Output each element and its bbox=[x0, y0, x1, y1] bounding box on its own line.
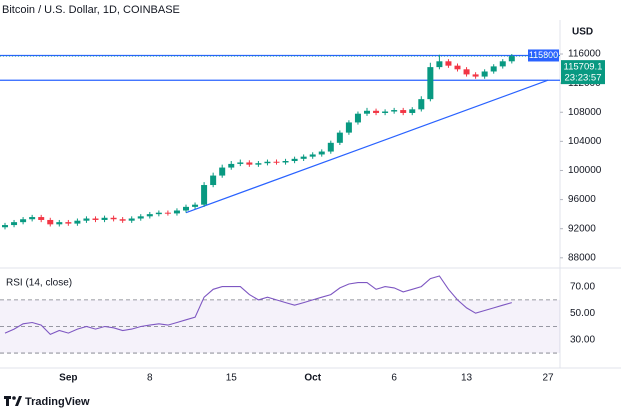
candle-body bbox=[354, 113, 361, 123]
candle-body bbox=[56, 222, 63, 225]
brand-logo bbox=[4, 396, 22, 406]
x-tick-label: 27 bbox=[542, 373, 554, 384]
candle-body bbox=[246, 162, 253, 165]
candle-body bbox=[345, 122, 352, 133]
chart-title: Bitcoin / U.S. Dollar, 1D, COINBASE bbox=[2, 4, 180, 16]
candle-body bbox=[427, 67, 434, 100]
candle-body bbox=[74, 220, 81, 224]
candle-body bbox=[219, 167, 226, 176]
candle-body bbox=[128, 218, 135, 221]
candle-body bbox=[201, 185, 208, 205]
rsi-tick-label: 70.00 bbox=[570, 282, 595, 293]
x-tick-label: 13 bbox=[461, 373, 473, 384]
candle-body bbox=[318, 151, 325, 155]
currency-label: USD bbox=[572, 27, 593, 38]
candle-body bbox=[282, 161, 289, 163]
candle-body bbox=[11, 222, 18, 226]
x-tick-label: Oct bbox=[304, 373, 321, 384]
candle-body bbox=[155, 212, 162, 215]
candle-body bbox=[445, 61, 452, 66]
candle-body bbox=[38, 217, 45, 220]
candle-body bbox=[110, 217, 117, 220]
candle-body bbox=[264, 161, 271, 164]
candle-body bbox=[309, 154, 316, 157]
y-tick-label: 96000 bbox=[568, 194, 596, 205]
brand: TradingView bbox=[25, 396, 90, 408]
x-tick-label: 8 bbox=[147, 373, 153, 384]
candle-body bbox=[20, 219, 27, 223]
candle-body bbox=[472, 74, 479, 77]
candle-body bbox=[65, 222, 72, 224]
countdown-label: 23:23:57 bbox=[565, 73, 602, 84]
y-tick-label: 88000 bbox=[568, 252, 596, 263]
candle-body bbox=[183, 206, 189, 211]
candle-body bbox=[47, 219, 54, 225]
candle-body bbox=[228, 163, 235, 168]
last-price-tag bbox=[561, 60, 605, 85]
candle-body bbox=[101, 217, 108, 220]
candle-body bbox=[400, 110, 407, 113]
y-tick-label: 104000 bbox=[568, 136, 602, 147]
candle-body bbox=[373, 110, 380, 113]
rsi-tick-label: 50.00 bbox=[570, 308, 595, 319]
x-tick-label: 15 bbox=[226, 373, 238, 384]
candle-body bbox=[336, 132, 343, 143]
trendline bbox=[185, 79, 549, 214]
candle-body bbox=[481, 71, 488, 77]
candle-body bbox=[508, 56, 515, 62]
candle-body bbox=[173, 210, 180, 214]
candle-body bbox=[273, 161, 280, 163]
candle-body bbox=[2, 225, 8, 228]
candle-body bbox=[454, 65, 461, 70]
rsi-title: RSI (14, close) bbox=[6, 278, 72, 289]
candle-body bbox=[119, 219, 126, 221]
rsi-line bbox=[4, 275, 512, 336]
last-price-label: 115709.1 bbox=[564, 62, 603, 73]
candle-body bbox=[83, 218, 90, 221]
y-tick-label: 92000 bbox=[568, 223, 596, 234]
candle-body bbox=[391, 110, 398, 112]
candle-body bbox=[146, 214, 153, 217]
candle-body bbox=[364, 110, 370, 114]
candle-body bbox=[137, 216, 144, 219]
candle-body bbox=[418, 99, 425, 110]
candle-body bbox=[92, 218, 99, 220]
candle-body bbox=[327, 142, 334, 152]
candle-body bbox=[192, 204, 199, 207]
candle-body bbox=[463, 69, 470, 75]
candle-body bbox=[164, 212, 171, 214]
candle-body bbox=[409, 109, 416, 113]
candle-body bbox=[436, 61, 443, 68]
x-tick-label: Sep bbox=[59, 373, 77, 384]
candle-body bbox=[300, 156, 307, 159]
level-tag-label: 115800 bbox=[529, 50, 558, 60]
candle-body bbox=[29, 217, 36, 220]
rsi-tick-label: 30.00 bbox=[570, 335, 595, 346]
candle-body bbox=[291, 158, 298, 162]
candle-body bbox=[490, 66, 497, 72]
candle-body bbox=[210, 175, 217, 186]
candle-body bbox=[499, 61, 506, 67]
y-tick-label: 116000 bbox=[568, 49, 601, 60]
y-tick-label: 100000 bbox=[568, 165, 602, 176]
candle-body bbox=[237, 162, 244, 164]
candle-body bbox=[255, 163, 262, 165]
x-tick-label: 6 bbox=[391, 373, 397, 384]
y-tick-label: 108000 bbox=[568, 107, 602, 118]
candle-body bbox=[382, 111, 389, 113]
level-tag bbox=[528, 49, 559, 62]
